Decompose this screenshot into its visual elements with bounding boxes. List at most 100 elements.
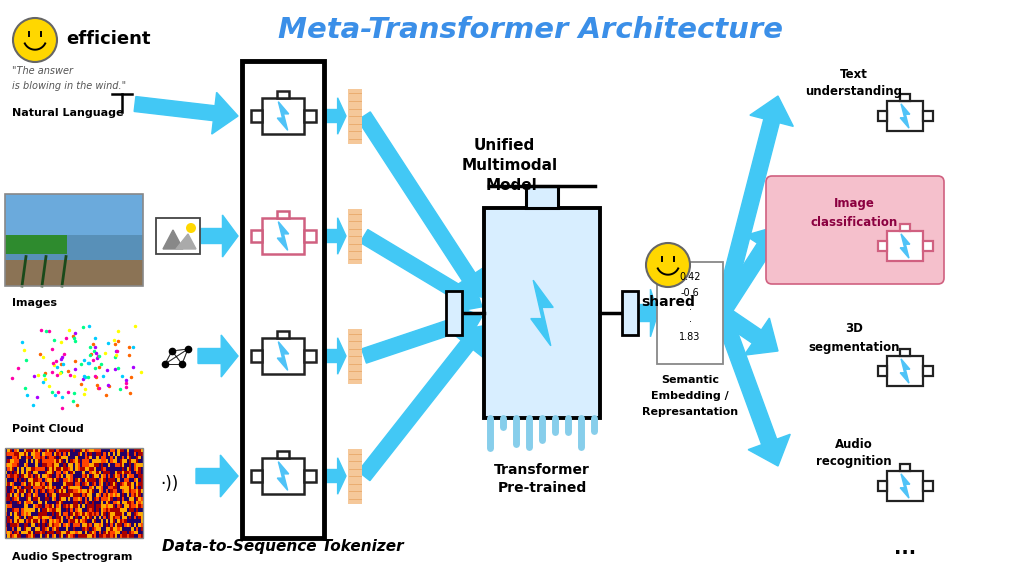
FancyBboxPatch shape [58,467,61,470]
FancyBboxPatch shape [251,209,315,263]
FancyBboxPatch shape [105,470,108,474]
FancyBboxPatch shape [78,497,80,500]
FancyBboxPatch shape [80,497,82,500]
FancyBboxPatch shape [69,493,71,497]
FancyBboxPatch shape [94,448,96,452]
FancyBboxPatch shape [75,463,78,467]
FancyBboxPatch shape [96,508,98,512]
FancyBboxPatch shape [94,530,96,534]
FancyBboxPatch shape [91,456,94,459]
FancyBboxPatch shape [16,452,19,456]
FancyBboxPatch shape [54,500,56,504]
FancyBboxPatch shape [89,452,91,456]
FancyBboxPatch shape [103,519,105,523]
FancyBboxPatch shape [80,456,82,459]
FancyBboxPatch shape [118,486,120,489]
FancyBboxPatch shape [124,500,127,504]
FancyBboxPatch shape [87,482,89,486]
FancyBboxPatch shape [40,512,42,516]
FancyBboxPatch shape [113,452,115,456]
FancyBboxPatch shape [129,504,131,508]
FancyBboxPatch shape [71,482,73,486]
FancyBboxPatch shape [98,482,101,486]
Polygon shape [326,218,346,254]
FancyBboxPatch shape [85,456,87,459]
FancyBboxPatch shape [78,527,80,530]
FancyBboxPatch shape [69,497,71,500]
FancyBboxPatch shape [122,463,124,467]
FancyBboxPatch shape [136,523,138,527]
FancyBboxPatch shape [129,519,131,523]
FancyBboxPatch shape [42,493,45,497]
FancyBboxPatch shape [5,459,7,463]
FancyBboxPatch shape [115,463,118,467]
Text: Audio Spectrogram: Audio Spectrogram [12,552,132,562]
FancyBboxPatch shape [108,448,111,452]
FancyBboxPatch shape [29,508,31,512]
FancyBboxPatch shape [140,527,143,530]
FancyBboxPatch shape [5,512,7,516]
FancyBboxPatch shape [47,530,49,534]
FancyBboxPatch shape [80,519,82,523]
FancyBboxPatch shape [36,448,38,452]
FancyBboxPatch shape [5,508,7,512]
FancyBboxPatch shape [33,523,36,527]
FancyBboxPatch shape [80,467,82,470]
FancyBboxPatch shape [24,459,26,463]
FancyBboxPatch shape [69,486,71,489]
FancyBboxPatch shape [105,467,108,470]
FancyBboxPatch shape [69,456,71,459]
FancyBboxPatch shape [101,486,103,489]
FancyBboxPatch shape [134,508,136,512]
FancyBboxPatch shape [40,452,42,456]
FancyBboxPatch shape [138,482,140,486]
FancyBboxPatch shape [69,519,71,523]
FancyBboxPatch shape [120,508,122,512]
FancyBboxPatch shape [262,458,304,494]
FancyBboxPatch shape [54,519,56,523]
Text: Semantic: Semantic [662,375,719,385]
FancyBboxPatch shape [56,497,58,500]
FancyBboxPatch shape [14,519,16,523]
FancyBboxPatch shape [56,489,58,493]
FancyBboxPatch shape [96,534,98,538]
FancyBboxPatch shape [29,527,31,530]
FancyBboxPatch shape [24,478,26,482]
FancyBboxPatch shape [5,474,7,478]
FancyBboxPatch shape [94,497,96,500]
FancyBboxPatch shape [56,512,58,516]
FancyBboxPatch shape [24,493,26,497]
FancyBboxPatch shape [103,482,105,486]
FancyBboxPatch shape [54,504,56,508]
FancyBboxPatch shape [140,467,143,470]
FancyBboxPatch shape [16,448,19,452]
FancyBboxPatch shape [58,512,61,516]
FancyBboxPatch shape [94,493,96,497]
FancyBboxPatch shape [138,527,140,530]
FancyBboxPatch shape [14,456,16,459]
FancyBboxPatch shape [140,478,143,482]
FancyBboxPatch shape [19,486,22,489]
FancyBboxPatch shape [129,452,131,456]
FancyBboxPatch shape [78,508,80,512]
FancyBboxPatch shape [14,486,16,489]
FancyBboxPatch shape [47,516,49,519]
FancyBboxPatch shape [75,508,78,512]
FancyBboxPatch shape [14,516,16,519]
FancyBboxPatch shape [122,523,124,527]
FancyBboxPatch shape [58,493,61,497]
FancyBboxPatch shape [38,489,40,493]
FancyBboxPatch shape [127,486,129,489]
FancyBboxPatch shape [111,448,113,452]
FancyBboxPatch shape [36,470,38,474]
FancyBboxPatch shape [85,512,87,516]
FancyBboxPatch shape [115,486,118,489]
FancyBboxPatch shape [56,478,58,482]
FancyBboxPatch shape [69,452,71,456]
FancyBboxPatch shape [47,459,49,463]
FancyBboxPatch shape [16,456,19,459]
Polygon shape [134,92,238,134]
FancyBboxPatch shape [122,530,124,534]
Polygon shape [198,335,238,377]
FancyBboxPatch shape [140,497,143,500]
